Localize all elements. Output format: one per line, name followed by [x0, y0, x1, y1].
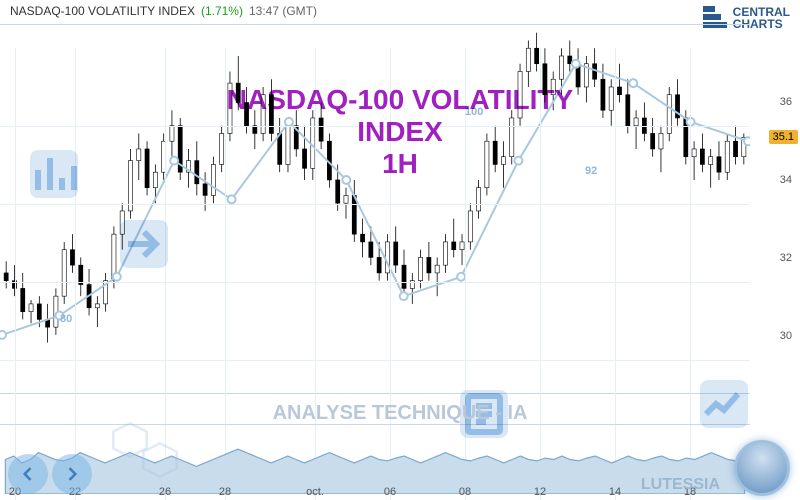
hexagon-icon	[140, 440, 180, 480]
watermark-arrow-icon	[120, 220, 168, 268]
nav-prev-button[interactable]	[8, 454, 48, 494]
x-axis: 20222628oct.0608121418	[0, 480, 750, 498]
nav-next-button[interactable]	[52, 454, 92, 494]
avatar-icon[interactable]	[734, 440, 790, 496]
overlay-point-label: 92	[585, 165, 597, 177]
pct-change: (1.71%)	[201, 4, 243, 18]
brand-label: LUTESSIA	[641, 476, 720, 494]
current-price-tag: 35.1	[769, 130, 798, 144]
timestamp: 13:47 (GMT)	[249, 4, 317, 18]
watermark-doc-icon	[460, 390, 508, 438]
overlay-line	[0, 25, 750, 393]
watermark-chart-icon	[700, 380, 748, 428]
y-axis: 3032343635.1	[750, 24, 800, 394]
overlay-point-label: 100	[465, 106, 483, 118]
overlay-point-label: 80	[60, 313, 72, 325]
watermark-bars-icon	[30, 150, 78, 198]
instrument-name: NASDAQ-100 VOLATILITY INDEX	[10, 4, 195, 18]
main-chart[interactable]	[0, 24, 750, 394]
